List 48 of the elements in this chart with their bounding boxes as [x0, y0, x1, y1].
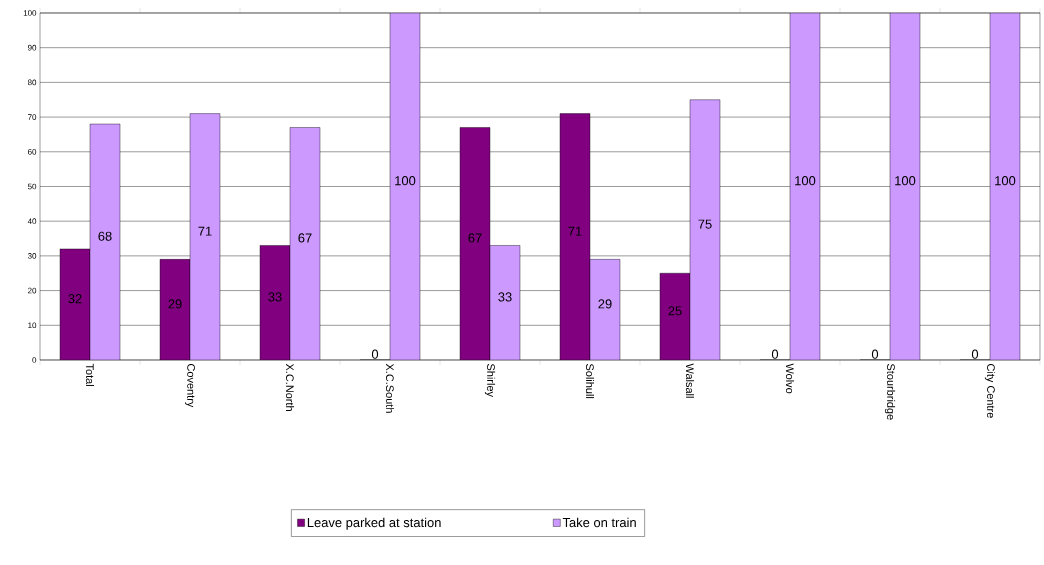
- data-label: 71: [568, 226, 582, 236]
- x-tick-label: Solihull: [585, 364, 595, 399]
- x-tick-label: Shirley: [484, 364, 496, 397]
- bar: [159, 259, 191, 360]
- data-label: 75: [698, 219, 712, 229]
- data-label: 0: [971, 349, 979, 359]
- x-tick-label: Coventry: [185, 364, 195, 408]
- data-label: 0: [371, 349, 379, 359]
- data-label: 0: [771, 349, 779, 359]
- bar: [589, 259, 621, 360]
- x-tick-label: Walsall: [685, 363, 695, 398]
- data-label: 32: [68, 294, 82, 304]
- legend-label: Leave parked at station: [307, 517, 441, 530]
- data-label: 0: [871, 349, 879, 359]
- data-label: 68: [98, 231, 112, 241]
- data-label: 100: [895, 176, 916, 186]
- bar: [459, 127, 491, 360]
- bar: [989, 12, 1021, 360]
- bar: [89, 123, 121, 360]
- bar: [259, 245, 291, 360]
- data-label: 33: [268, 292, 282, 302]
- x-tick-label: X.C.South: [385, 363, 395, 413]
- data-label: 67: [468, 233, 482, 243]
- data-label: 100: [395, 176, 416, 186]
- x-tick-label: X.C.North: [285, 363, 295, 411]
- bar: [489, 245, 521, 360]
- legend-label: Take on train: [562, 517, 636, 528]
- bar: [189, 113, 221, 360]
- bar: [789, 12, 821, 360]
- data-label: 71: [198, 226, 212, 236]
- x-tick-label: Stourbridge: [884, 364, 896, 420]
- bar: [889, 12, 921, 360]
- data-label: 100: [995, 176, 1016, 186]
- bar: [659, 273, 691, 360]
- data-label: 67: [298, 233, 312, 243]
- data-label: 29: [168, 299, 182, 309]
- x-tick-label: City Centre: [984, 364, 996, 418]
- data-label: 100: [795, 176, 816, 186]
- bar: [559, 113, 591, 360]
- bar: [289, 127, 321, 360]
- data-label: 29: [598, 299, 612, 309]
- bar: [59, 248, 91, 360]
- bar: [689, 99, 721, 360]
- data-label: 25: [668, 306, 682, 316]
- bar: [389, 12, 421, 360]
- x-tick-label: Wolvo: [785, 363, 795, 394]
- x-tick-label: Total: [85, 363, 95, 386]
- data-label: 33: [498, 292, 512, 302]
